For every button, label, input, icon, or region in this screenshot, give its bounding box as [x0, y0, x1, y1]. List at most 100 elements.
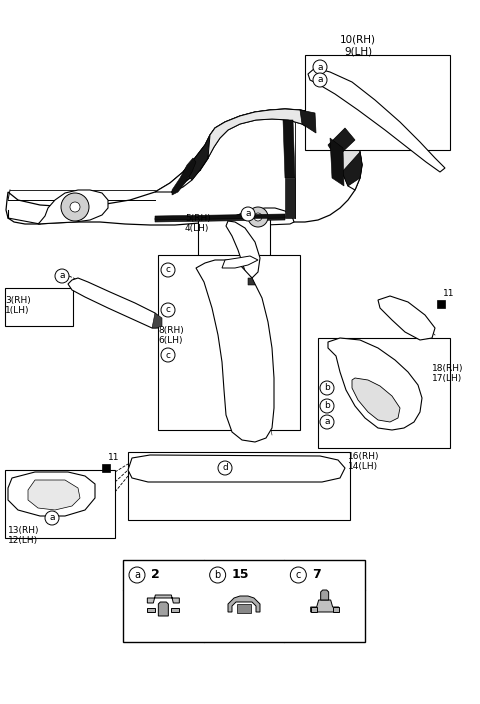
Text: 8(RH): 8(RH): [158, 325, 184, 334]
Circle shape: [45, 511, 59, 525]
Text: a: a: [324, 417, 330, 427]
Polygon shape: [352, 378, 400, 422]
Text: a: a: [317, 75, 323, 84]
Polygon shape: [315, 113, 330, 145]
FancyBboxPatch shape: [102, 464, 110, 472]
Polygon shape: [300, 110, 316, 133]
Polygon shape: [155, 216, 285, 222]
Polygon shape: [333, 607, 339, 612]
Text: a: a: [317, 63, 323, 72]
Text: 18(RH): 18(RH): [432, 363, 464, 372]
Text: a: a: [134, 570, 140, 580]
Text: 14(LH): 14(LH): [348, 462, 378, 470]
Polygon shape: [158, 602, 168, 616]
Polygon shape: [8, 472, 95, 516]
Polygon shape: [208, 109, 315, 158]
Text: 9(LH): 9(LH): [344, 47, 372, 57]
Circle shape: [241, 207, 255, 221]
Circle shape: [55, 269, 69, 283]
Polygon shape: [128, 455, 345, 482]
Text: b: b: [215, 570, 221, 580]
Polygon shape: [311, 600, 339, 612]
Text: b: b: [324, 384, 330, 393]
FancyBboxPatch shape: [437, 300, 445, 308]
Text: a: a: [59, 272, 65, 280]
Polygon shape: [6, 109, 362, 225]
Text: c: c: [166, 351, 170, 360]
Polygon shape: [152, 313, 162, 328]
Polygon shape: [321, 590, 329, 600]
Polygon shape: [147, 595, 180, 603]
Polygon shape: [311, 607, 317, 612]
Text: 17(LH): 17(LH): [432, 374, 462, 382]
Circle shape: [313, 60, 327, 74]
Text: 15: 15: [232, 569, 249, 582]
Circle shape: [218, 461, 232, 475]
Text: a: a: [245, 210, 251, 218]
Polygon shape: [155, 214, 285, 220]
Polygon shape: [283, 120, 295, 178]
Polygon shape: [330, 138, 344, 186]
FancyBboxPatch shape: [158, 255, 300, 430]
Text: 11: 11: [443, 289, 455, 298]
Text: 6(LH): 6(LH): [158, 336, 182, 344]
Polygon shape: [248, 278, 255, 285]
Polygon shape: [38, 190, 108, 224]
Polygon shape: [28, 480, 80, 510]
FancyBboxPatch shape: [237, 604, 251, 613]
Circle shape: [320, 399, 334, 413]
Polygon shape: [220, 208, 294, 225]
Polygon shape: [285, 178, 295, 218]
Text: 2: 2: [151, 569, 160, 582]
Polygon shape: [378, 296, 435, 340]
FancyBboxPatch shape: [198, 218, 270, 268]
Polygon shape: [171, 608, 180, 612]
Polygon shape: [342, 152, 362, 186]
Circle shape: [61, 193, 89, 221]
Text: c: c: [296, 570, 301, 580]
Circle shape: [254, 213, 262, 221]
Polygon shape: [222, 256, 258, 268]
FancyBboxPatch shape: [305, 55, 450, 150]
Polygon shape: [328, 338, 422, 430]
Polygon shape: [228, 596, 260, 612]
Polygon shape: [155, 109, 362, 192]
Polygon shape: [183, 135, 210, 180]
Circle shape: [313, 73, 327, 87]
Text: 13(RH): 13(RH): [8, 525, 39, 534]
Polygon shape: [226, 221, 260, 278]
Circle shape: [161, 348, 175, 362]
Polygon shape: [328, 128, 355, 158]
FancyBboxPatch shape: [318, 338, 450, 448]
Text: d: d: [222, 463, 228, 472]
Circle shape: [161, 263, 175, 277]
Polygon shape: [308, 68, 445, 172]
Circle shape: [290, 567, 306, 583]
Text: 16(RH): 16(RH): [348, 451, 380, 460]
Text: 4(LH): 4(LH): [185, 223, 209, 232]
Text: a: a: [49, 513, 55, 522]
Circle shape: [320, 415, 334, 429]
Text: 12(LH): 12(LH): [8, 536, 38, 544]
Text: 7: 7: [312, 569, 321, 582]
Text: 3(RH): 3(RH): [5, 296, 31, 305]
Polygon shape: [172, 158, 196, 195]
Polygon shape: [336, 140, 362, 172]
Text: 10(RH): 10(RH): [340, 35, 376, 45]
Text: b: b: [324, 401, 330, 410]
Text: 5(RH): 5(RH): [185, 213, 211, 222]
FancyBboxPatch shape: [128, 452, 350, 520]
FancyBboxPatch shape: [123, 560, 365, 642]
Polygon shape: [68, 278, 162, 328]
Polygon shape: [147, 608, 156, 612]
FancyBboxPatch shape: [5, 288, 73, 326]
Circle shape: [248, 207, 268, 227]
Circle shape: [129, 567, 145, 583]
FancyBboxPatch shape: [5, 470, 115, 538]
Text: c: c: [166, 306, 170, 315]
Circle shape: [210, 567, 226, 583]
Text: c: c: [166, 265, 170, 275]
Circle shape: [70, 202, 80, 212]
Text: 1(LH): 1(LH): [5, 306, 29, 315]
Circle shape: [320, 381, 334, 395]
